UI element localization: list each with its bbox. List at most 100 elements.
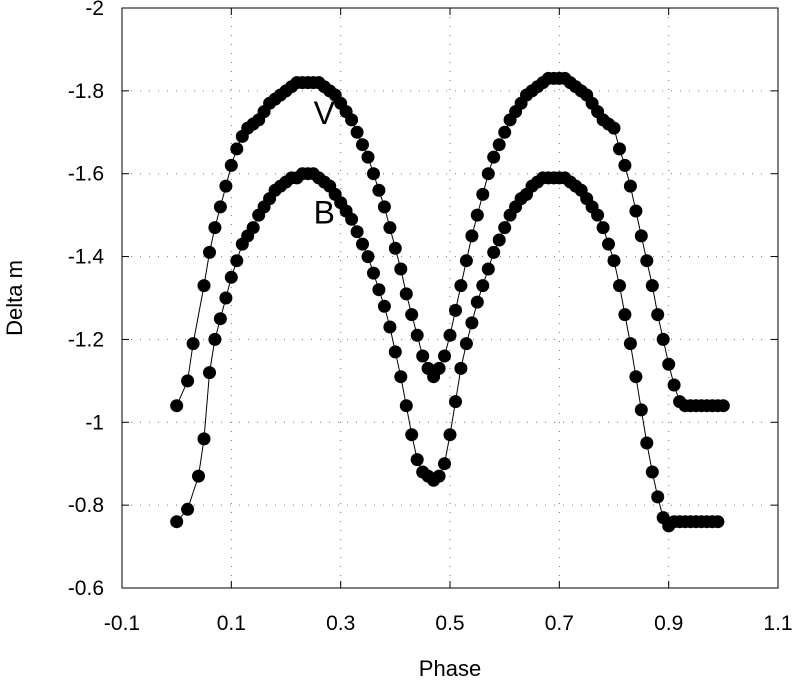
data-point-b [219, 291, 233, 305]
data-point-b [645, 465, 659, 479]
data-point-b [623, 337, 637, 351]
data-point-v [399, 287, 413, 301]
data-point-v [372, 183, 386, 197]
data-point-b [208, 332, 222, 346]
data-point-v [405, 308, 419, 322]
y-ticks: -2 -1.8 -1.6 -1.4 -1.2 -1 -0.8 -0.6 [68, 0, 778, 600]
data-point-v [454, 279, 468, 293]
data-point-b [377, 299, 391, 313]
data-point-b [197, 432, 211, 446]
data-point-v [361, 150, 375, 164]
data-point-v [230, 142, 244, 156]
data-point-v [629, 204, 643, 218]
data-point-b [246, 221, 260, 235]
x-tick-label: 0.3 [326, 612, 355, 635]
data-point-v [716, 399, 730, 413]
data-point-v [208, 221, 222, 235]
y-tick-label: -1.2 [68, 328, 104, 351]
data-point-b [410, 453, 424, 467]
data-point-b [454, 361, 468, 375]
data-point-b [388, 345, 402, 359]
data-point-v [416, 349, 430, 363]
data-point-v [203, 245, 216, 259]
data-point-b [192, 469, 205, 483]
data-point-b [438, 457, 451, 471]
data-point-b [591, 208, 605, 222]
data-point-b [618, 308, 632, 322]
data-point-b [613, 279, 626, 293]
data-point-b [170, 515, 184, 529]
data-point-v [481, 167, 495, 181]
y-axis-title: Delta m [2, 260, 27, 336]
data-point-v [394, 262, 408, 276]
data-point-b [470, 295, 484, 309]
data-point-b [230, 254, 244, 268]
y-tick-label: -0.6 [68, 577, 104, 600]
data-point-b [651, 490, 665, 504]
series-labels: VB [314, 95, 336, 230]
data-point-v [498, 125, 512, 139]
data-point-b [224, 270, 238, 284]
data-point-v [186, 337, 200, 351]
x-tick-label: -0.1 [104, 612, 140, 635]
y-tick-label: -1.6 [68, 163, 104, 186]
data-point-v [438, 349, 451, 363]
data-point-v [449, 303, 462, 317]
data-point-b [372, 283, 386, 297]
data-point-b [640, 436, 654, 450]
data-point-b [602, 237, 615, 251]
data-point-v [623, 179, 637, 193]
data-point-v [470, 208, 484, 222]
data-point-v [350, 125, 364, 139]
data-point-b [607, 254, 621, 268]
data-point-b [481, 262, 495, 276]
data-point-v [459, 254, 473, 268]
plot-frame [121, 7, 779, 589]
data-point-b [405, 428, 419, 442]
data-point-v [651, 308, 665, 322]
data-point-v [170, 399, 184, 413]
data-point-b [443, 428, 457, 442]
data-point-v [662, 357, 676, 371]
data-point-b [356, 237, 369, 251]
data-point-v [388, 241, 402, 255]
data-point-v [476, 187, 490, 201]
x-tick-label: 0.5 [435, 612, 464, 635]
data-point-v [667, 378, 681, 392]
data-point-v [443, 328, 457, 342]
data-point-v [213, 200, 227, 214]
data-point-b [465, 316, 479, 330]
y-tick-label: -0.8 [68, 494, 104, 517]
data-point-b [399, 399, 413, 413]
data-point-v [181, 374, 195, 388]
x-tick-label: 1.1 [763, 612, 792, 635]
data-point-v [487, 150, 501, 164]
data-point-v [345, 113, 359, 127]
data-point-b [350, 225, 364, 239]
data-point-v [613, 142, 626, 156]
data-point-v [618, 158, 632, 172]
data-point-v [640, 254, 654, 268]
x-axis-title: Phase [419, 656, 481, 681]
x-tick-label: 0.9 [654, 612, 683, 635]
data-point-v [367, 167, 380, 181]
data-point-b [634, 403, 648, 417]
data-point-v [356, 138, 369, 152]
y-tick-label: -1 [85, 411, 104, 434]
data-point-b [367, 266, 380, 280]
series-label-v: V [314, 95, 336, 131]
data-point-b [596, 221, 610, 235]
data-point-v [377, 200, 391, 214]
series-points [170, 71, 730, 533]
data-point-b [476, 279, 490, 293]
data-point-b [383, 320, 397, 334]
data-point-b [498, 221, 512, 235]
data-point-v [492, 138, 506, 152]
data-point-b [394, 370, 408, 384]
data-point-b [487, 245, 501, 259]
data-point-v [645, 279, 659, 293]
data-point-b [449, 395, 462, 409]
data-point-b [629, 370, 643, 384]
data-point-v [219, 179, 233, 193]
data-point-v [465, 229, 479, 243]
